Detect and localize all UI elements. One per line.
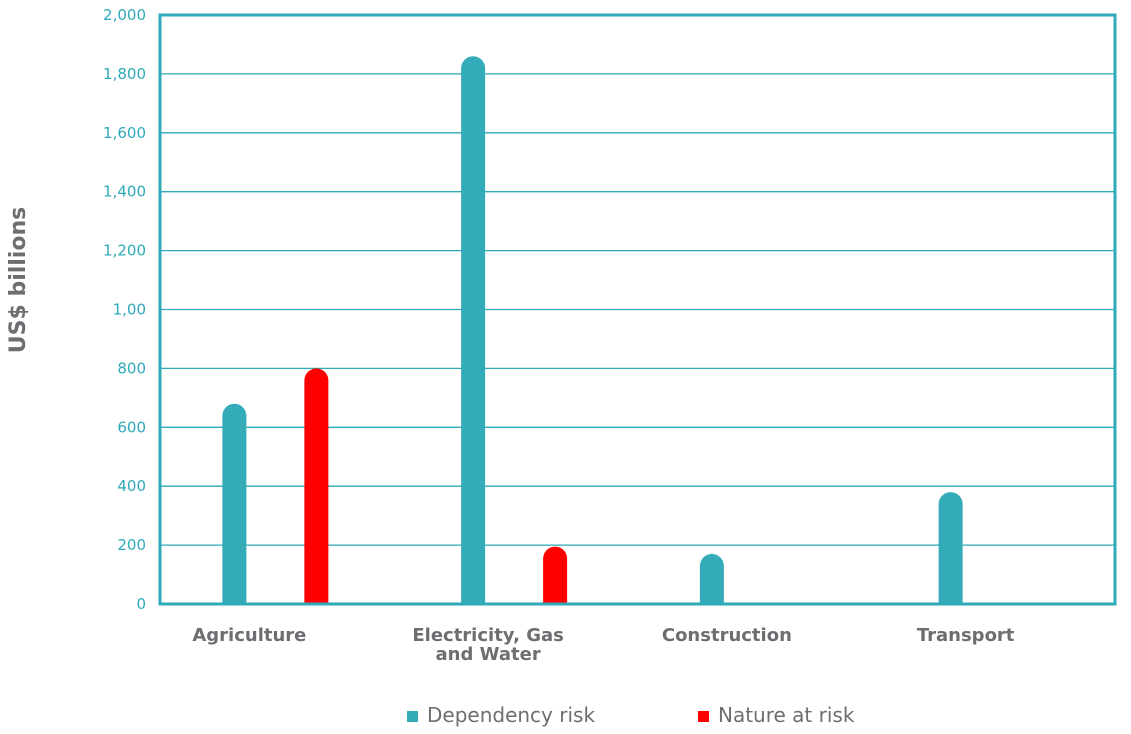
bar bbox=[461, 56, 486, 605]
bar bbox=[699, 553, 724, 604]
y-tick-label: 1,600 bbox=[103, 124, 146, 142]
y-tick-label: 1,400 bbox=[103, 183, 146, 201]
legend: Dependency risk Nature at risk bbox=[407, 703, 855, 727]
bar bbox=[222, 403, 247, 604]
gridlines bbox=[160, 73, 1115, 546]
legend-swatch bbox=[698, 711, 709, 722]
y-tick-label: 0 bbox=[136, 595, 146, 613]
y-tick-label: 1,00 bbox=[113, 301, 146, 319]
y-tick-label: 600 bbox=[117, 418, 146, 436]
legend-swatch bbox=[407, 711, 418, 722]
bar bbox=[543, 546, 568, 604]
x-tick-label: Electricity, Gas bbox=[412, 625, 564, 646]
legend-label: Nature at risk bbox=[718, 703, 855, 727]
y-tick-label: 400 bbox=[117, 477, 146, 495]
x-tick-label: Transport bbox=[917, 625, 1015, 646]
bar bbox=[938, 492, 963, 604]
x-tick-label: and Water bbox=[436, 644, 541, 665]
y-tick-label: 2,000 bbox=[103, 6, 146, 24]
y-tick-label: 200 bbox=[117, 536, 146, 554]
x-tick-label: Construction bbox=[662, 625, 792, 646]
y-axis-ticks: 0 200 400 600 800 1,00 1,200 1,400 1,600 1,800 2,0… bbox=[103, 6, 146, 613]
y-axis-label: US$ billions bbox=[6, 207, 31, 353]
bars bbox=[222, 56, 963, 605]
y-tick-label: 1,200 bbox=[103, 242, 146, 260]
legend-label: Dependency risk bbox=[427, 703, 595, 727]
bar bbox=[304, 368, 329, 604]
y-tick-label: 1,800 bbox=[103, 65, 146, 83]
plot-frame bbox=[158, 13, 1117, 606]
x-tick-label: Agriculture bbox=[192, 625, 306, 646]
y-tick-label: 800 bbox=[117, 359, 146, 377]
